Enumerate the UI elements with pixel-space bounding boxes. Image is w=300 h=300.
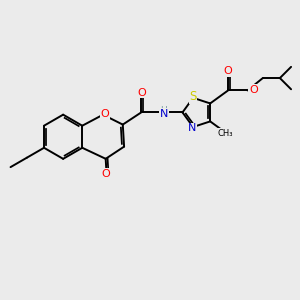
Text: N: N	[160, 109, 168, 119]
Text: CH₃: CH₃	[218, 129, 233, 138]
Text: O: O	[137, 88, 146, 98]
Text: N: N	[188, 123, 196, 134]
Text: O: O	[101, 169, 110, 179]
Text: O: O	[249, 85, 258, 94]
Text: S: S	[189, 90, 197, 103]
Text: O: O	[223, 66, 232, 76]
Text: H: H	[160, 106, 167, 115]
Text: O: O	[100, 109, 109, 119]
